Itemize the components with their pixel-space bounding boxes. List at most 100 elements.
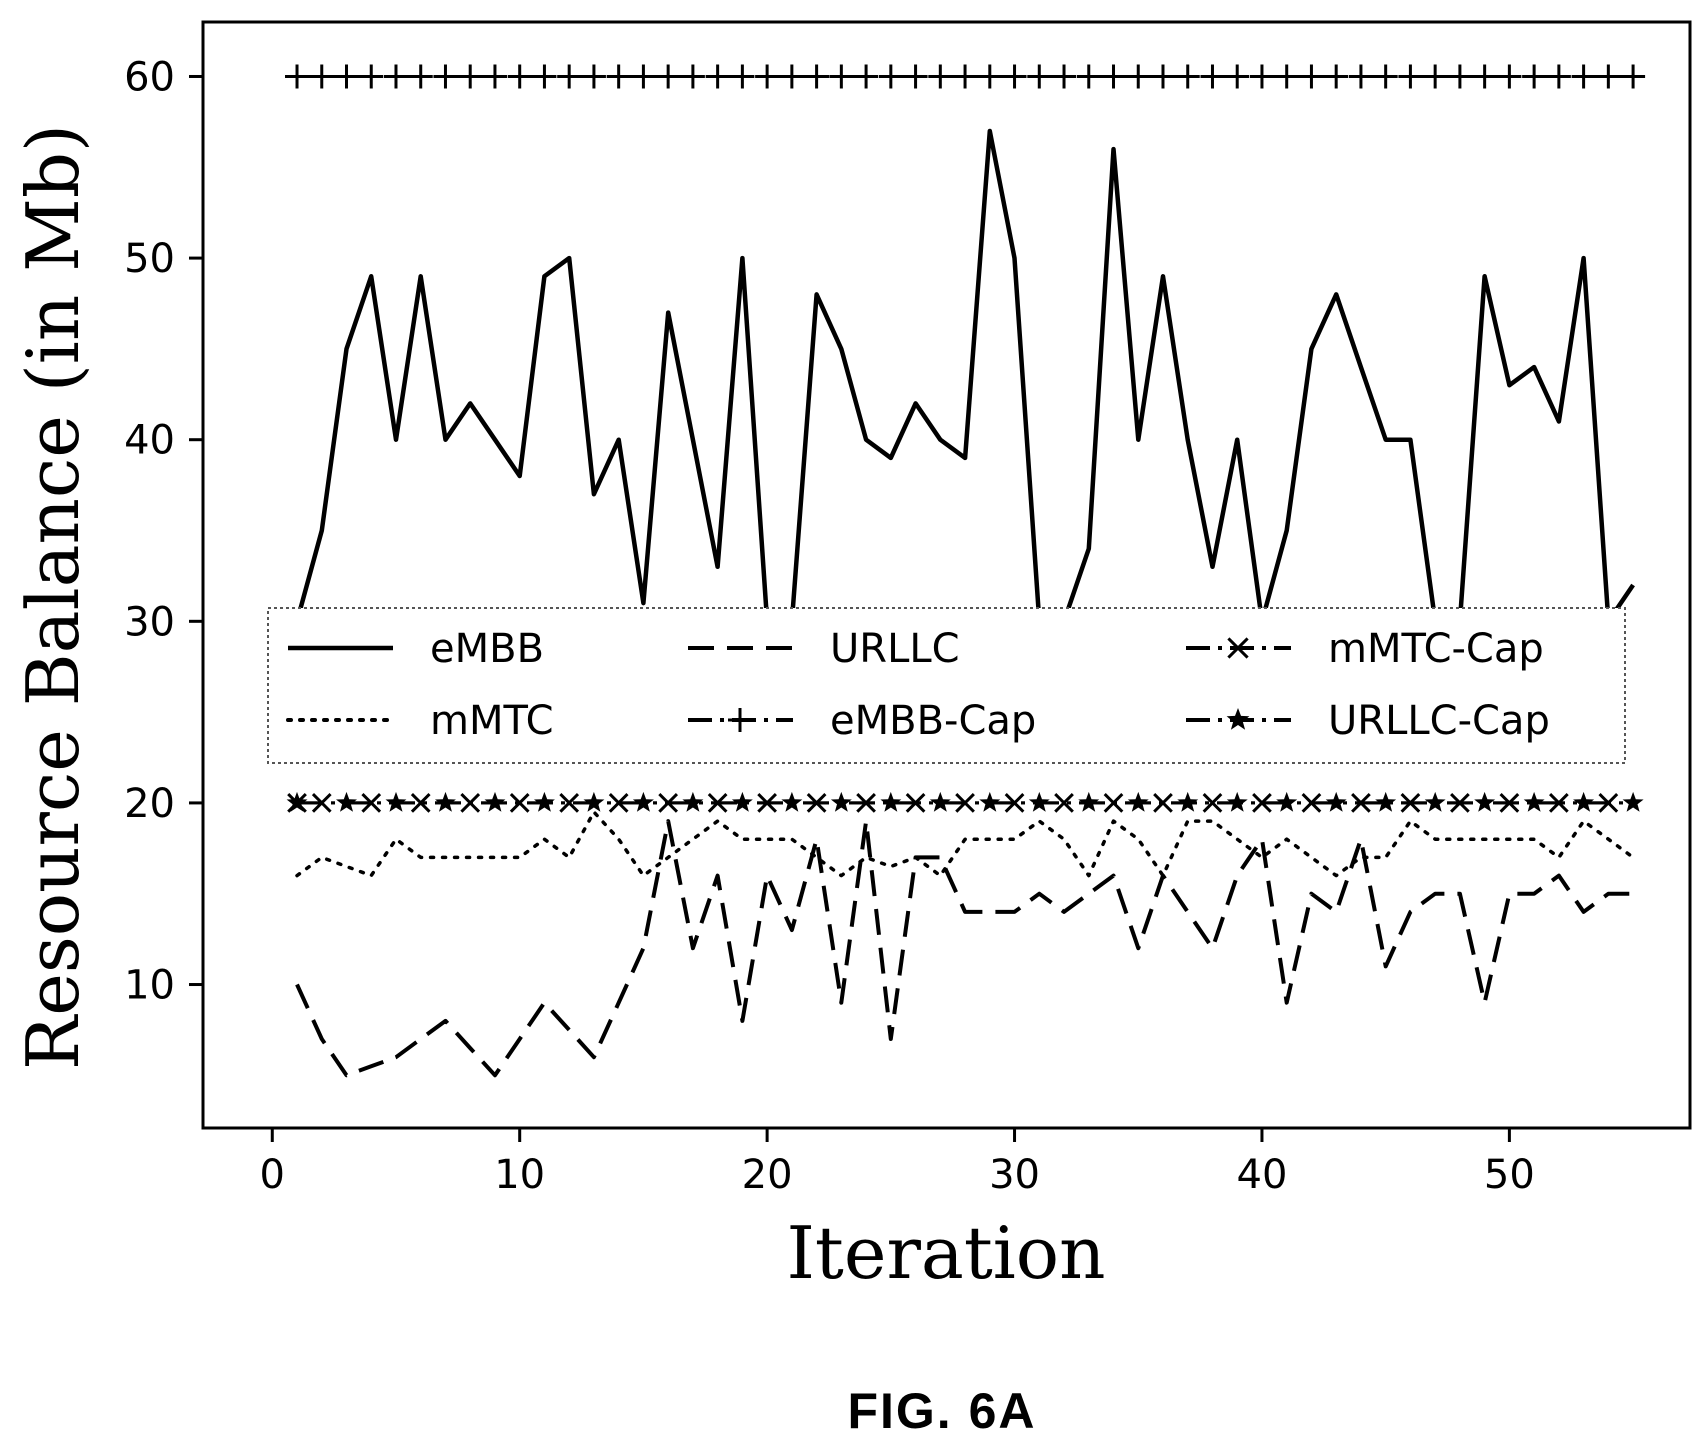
- data-point-embb-cap: [532, 64, 557, 89]
- data-point-urllc-cap: [1424, 791, 1446, 812]
- legend-marker: [1227, 637, 1249, 659]
- axes: 0 10 20 30 40 50 10 20 30 40 50 60: [124, 54, 1535, 1198]
- legend-entry-mmtc-cap: mMTC-Cap: [1186, 626, 1544, 672]
- data-point-mmtc-cap: [509, 793, 530, 813]
- data-point-embb-cap: [1398, 64, 1423, 89]
- data-point-mmtc-cap: [1004, 793, 1025, 813]
- data-point-embb-cap: [359, 64, 384, 89]
- data-point-embb-cap: [1423, 64, 1448, 89]
- data-point-embb-cap: [730, 64, 755, 89]
- data-point-mmtc-cap: [1054, 793, 1074, 813]
- data-point-mmtc-cap: [608, 793, 629, 813]
- data-point-embb-cap: [334, 64, 359, 89]
- data-point-mmtc-cap: [361, 793, 382, 813]
- data-point-urllc-cap: [1028, 791, 1050, 812]
- data-point-embb-cap: [854, 64, 879, 89]
- data-point-embb-cap: [779, 64, 804, 89]
- data-point-urllc-cap: [632, 791, 654, 812]
- data-point-urllc-cap: [1523, 791, 1545, 812]
- data-point-embb-cap: [408, 64, 433, 89]
- data-point-embb-cap: [1002, 64, 1027, 89]
- x-tick-label: 40: [1237, 1152, 1288, 1198]
- plot-area: [201, 20, 1692, 1130]
- series-line-embb: [294, 128, 1635, 624]
- data-point-urllc-cap: [682, 791, 704, 812]
- x-tick-label: 50: [1484, 1152, 1535, 1198]
- data-point-urllc-cap: [1127, 791, 1149, 812]
- series-layer: [285, 64, 1646, 1078]
- data-point-urllc-cap: [1573, 791, 1595, 812]
- data-point-embb-cap: [1175, 64, 1200, 89]
- legend-label: URLLC-Cap: [1328, 698, 1550, 744]
- data-point-embb-cap: [804, 64, 829, 89]
- data-point-embb-cap: [557, 64, 582, 89]
- data-point-embb-cap: [680, 64, 705, 89]
- x-axis-title: Iteration: [786, 1211, 1105, 1295]
- data-point-urllc-cap: [1226, 791, 1248, 812]
- data-point-embb-cap: [1249, 64, 1274, 89]
- data-point-embb-cap: [1027, 64, 1052, 89]
- data-point-urllc-cap: [731, 791, 753, 812]
- series-urllc-cap: [286, 791, 1644, 812]
- data-point-embb-cap: [1299, 64, 1324, 89]
- data-point-mmtc-cap: [559, 793, 580, 813]
- legend-entry-urllc: URLLC: [688, 626, 960, 672]
- series-embb-cap: [285, 64, 1646, 89]
- series-urllc: [295, 819, 1634, 1078]
- data-point-embb-cap: [1546, 64, 1571, 89]
- x-tick-label: 20: [742, 1152, 793, 1198]
- y-tick-label: 50: [124, 236, 175, 282]
- y-axis-title: Resource Balance (in Mb): [11, 124, 95, 1070]
- data-point-urllc-cap: [385, 791, 407, 812]
- data-point-embb-cap: [1348, 64, 1373, 89]
- y-tick-label: 60: [124, 54, 175, 100]
- data-point-embb-cap: [1497, 64, 1522, 89]
- data-point-embb-cap: [285, 64, 310, 89]
- data-point-embb-cap: [1126, 64, 1151, 89]
- data-point-urllc-cap: [1276, 791, 1298, 812]
- data-point-embb-cap: [1373, 64, 1398, 89]
- data-point-embb-cap: [705, 64, 730, 89]
- data-point-mmtc-cap: [1202, 793, 1223, 813]
- data-point-embb-cap: [1447, 64, 1472, 89]
- legend-marker: [1226, 708, 1250, 730]
- legend-entry-embb-cap: eMBB-Cap: [688, 698, 1036, 744]
- y-tick-label: 10: [124, 963, 175, 1009]
- data-point-embb-cap: [755, 64, 780, 89]
- data-point-embb-cap: [953, 64, 978, 89]
- data-point-embb-cap: [433, 64, 458, 89]
- legend-box: [267, 607, 1626, 764]
- data-point-embb-cap: [1101, 64, 1126, 89]
- legend-label: eMBB: [430, 626, 544, 672]
- data-point-embb-cap: [631, 64, 656, 89]
- data-point-urllc-cap: [336, 791, 357, 812]
- data-point-embb-cap: [977, 64, 1002, 89]
- data-point-urllc-cap: [286, 791, 308, 812]
- data-point-urllc-cap: [830, 791, 852, 812]
- x-tick-label: 10: [494, 1152, 545, 1198]
- data-point-embb-cap: [903, 64, 928, 89]
- data-point-urllc-cap: [1474, 791, 1496, 812]
- data-point-urllc-cap: [1622, 791, 1644, 812]
- data-point-mmtc-cap: [410, 793, 431, 813]
- data-point-embb-cap: [1324, 64, 1349, 89]
- y-tick-label: 30: [124, 599, 175, 645]
- figure-caption: FIG. 6A: [847, 1383, 1036, 1439]
- legend-entry-embb: eMBB: [288, 626, 544, 672]
- legend-label: URLLC: [830, 626, 960, 672]
- data-point-embb-cap: [1571, 64, 1596, 89]
- data-point-embb-cap: [1472, 64, 1497, 89]
- legend-label: eMBB-Cap: [830, 698, 1036, 744]
- data-point-embb-cap: [1522, 64, 1547, 89]
- data-point-embb-cap: [507, 64, 532, 89]
- data-point-embb-cap: [1052, 64, 1077, 89]
- series-line-urllc: [295, 819, 1634, 1078]
- data-point-urllc-cap: [929, 791, 951, 812]
- data-point-embb-cap: [1076, 64, 1101, 89]
- legend-entry-mmtc: mMTC: [286, 698, 554, 744]
- data-point-embb-cap: [1225, 64, 1250, 89]
- data-point-embb-cap: [581, 64, 606, 89]
- legend-marker: [728, 708, 752, 732]
